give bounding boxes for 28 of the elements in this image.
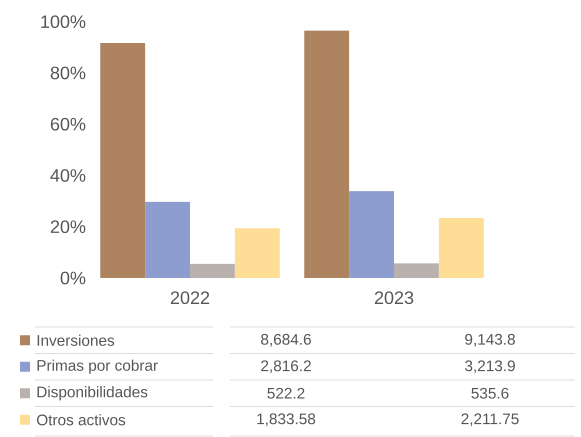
text: 9,143.8 (465, 334, 515, 347)
y-tick-label: 60% (50, 118, 86, 131)
x-tick-label: 2023 (374, 291, 414, 304)
text: 1,833.58 (257, 413, 316, 426)
text: 3,213.9 (465, 360, 515, 374)
bar (190, 264, 235, 278)
text: 8,684.6 (261, 334, 311, 347)
y-tick-label: 80% (50, 66, 86, 80)
legend-label: Primas por cobrar (38, 360, 158, 374)
y-tick-label: 100% (41, 15, 86, 28)
text: 522.2 (267, 388, 304, 399)
legend-label: Disponibilidades (38, 386, 148, 400)
bar (234, 228, 280, 278)
bar (349, 191, 394, 278)
bar (438, 218, 484, 278)
text: 2,211.75 (462, 413, 519, 426)
y-tick-label: 0% (60, 272, 86, 284)
text: 535.6 (471, 388, 508, 399)
y-tick-label: 40% (50, 169, 86, 182)
legend-label: Otros activos (37, 414, 126, 426)
x-tick-label: 2022 (170, 291, 210, 304)
bar (145, 202, 190, 278)
bar (100, 42, 146, 278)
legend-label: Inversiones (38, 334, 114, 346)
bar (304, 30, 350, 278)
text: 2,816.2 (261, 360, 311, 374)
y-tick-label: 20% (50, 220, 86, 234)
bar (394, 263, 439, 278)
